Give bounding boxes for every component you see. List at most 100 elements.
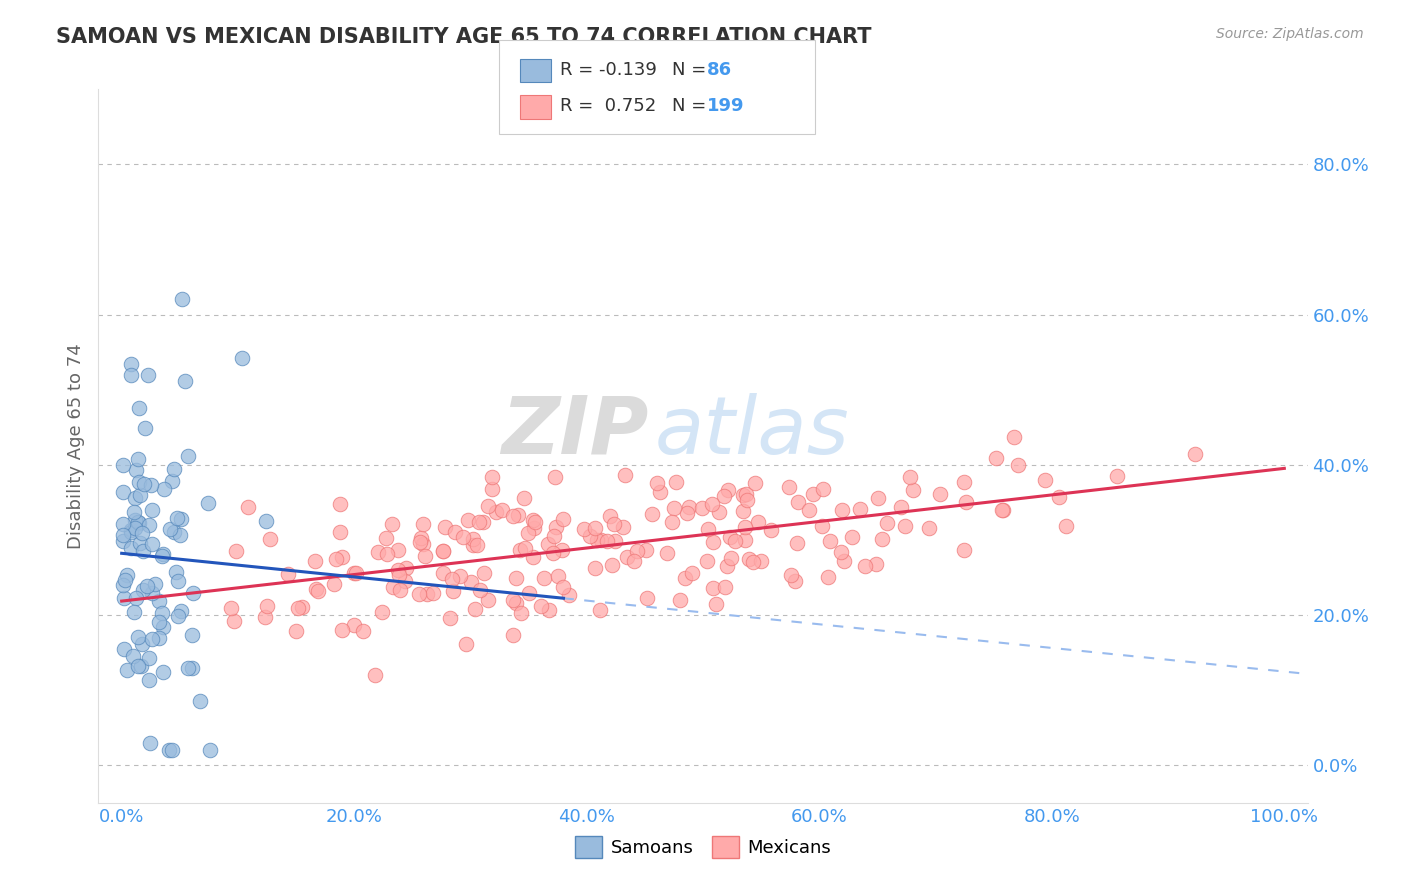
Point xyxy=(616,549,638,564)
Point xyxy=(122,505,145,519)
Point xyxy=(128,401,150,416)
Point xyxy=(717,483,740,498)
Point xyxy=(304,554,326,568)
Point xyxy=(665,475,688,490)
Point xyxy=(231,351,253,365)
Point xyxy=(991,503,1014,517)
Point xyxy=(702,497,724,511)
Point xyxy=(734,533,756,548)
Text: R =  0.752: R = 0.752 xyxy=(560,97,655,115)
Point xyxy=(742,556,765,570)
Point xyxy=(818,534,841,549)
Text: R = -0.139: R = -0.139 xyxy=(560,61,657,78)
Point xyxy=(1002,429,1025,443)
Point xyxy=(626,544,648,558)
Point xyxy=(583,561,606,575)
Point xyxy=(127,658,149,673)
Point xyxy=(330,623,353,637)
Point xyxy=(141,503,163,517)
Point xyxy=(122,605,145,619)
Point xyxy=(510,606,533,620)
Point xyxy=(367,545,389,559)
Point xyxy=(669,593,692,607)
Point xyxy=(136,578,159,592)
Point xyxy=(612,519,634,533)
Point xyxy=(343,617,366,632)
Point xyxy=(890,500,912,514)
Point xyxy=(441,584,464,599)
Point xyxy=(330,550,353,565)
Point xyxy=(225,543,247,558)
Point xyxy=(408,534,430,549)
Point xyxy=(111,516,134,531)
Point xyxy=(783,574,806,589)
Point xyxy=(696,554,718,568)
Point xyxy=(236,500,259,515)
Point xyxy=(589,602,612,616)
Point xyxy=(841,531,863,545)
Point xyxy=(176,661,198,675)
Point xyxy=(572,522,595,536)
Point xyxy=(759,523,782,537)
Text: ZIP: ZIP xyxy=(501,392,648,471)
Point xyxy=(734,519,756,533)
Point xyxy=(381,580,404,594)
Point xyxy=(735,493,758,508)
Text: atlas: atlas xyxy=(655,392,849,471)
Point xyxy=(439,611,461,625)
Point xyxy=(114,573,136,587)
Point xyxy=(325,551,347,566)
Point xyxy=(132,583,155,598)
Point xyxy=(170,511,193,525)
Point xyxy=(751,554,773,568)
Point xyxy=(1007,458,1029,472)
Point xyxy=(731,504,754,518)
Point xyxy=(127,515,149,529)
Point xyxy=(163,461,186,475)
Point xyxy=(111,533,134,548)
Point xyxy=(381,516,404,531)
Point xyxy=(163,525,186,540)
Point xyxy=(636,543,658,558)
Point xyxy=(198,743,221,757)
Point xyxy=(111,458,134,473)
Point xyxy=(465,538,488,552)
Point xyxy=(432,544,454,558)
Point xyxy=(848,501,870,516)
Point xyxy=(152,620,174,634)
Point xyxy=(662,501,685,516)
Point xyxy=(440,572,463,586)
Point xyxy=(530,599,553,614)
Point xyxy=(641,507,664,521)
Point xyxy=(254,610,277,624)
Point xyxy=(991,503,1014,517)
Point xyxy=(547,569,569,583)
Point xyxy=(477,593,499,607)
Point xyxy=(491,503,513,517)
Point xyxy=(131,526,153,541)
Point xyxy=(115,663,138,677)
Point xyxy=(894,519,917,533)
Point xyxy=(468,583,491,598)
Point xyxy=(180,627,202,641)
Point xyxy=(159,522,181,536)
Point xyxy=(197,496,219,510)
Point xyxy=(138,518,160,533)
Point xyxy=(136,368,159,382)
Point xyxy=(166,609,188,624)
Point xyxy=(387,543,409,558)
Point xyxy=(502,509,524,524)
Point xyxy=(515,541,537,556)
Point xyxy=(544,520,567,534)
Point xyxy=(129,658,152,673)
Point xyxy=(153,482,176,496)
Point xyxy=(690,501,713,516)
Text: Source: ZipAtlas.com: Source: ZipAtlas.com xyxy=(1216,27,1364,41)
Point xyxy=(600,558,623,573)
Point xyxy=(952,542,974,557)
Point xyxy=(329,497,352,511)
Point xyxy=(589,533,612,548)
Point xyxy=(254,514,277,528)
Point xyxy=(124,521,146,535)
Point xyxy=(284,624,307,639)
